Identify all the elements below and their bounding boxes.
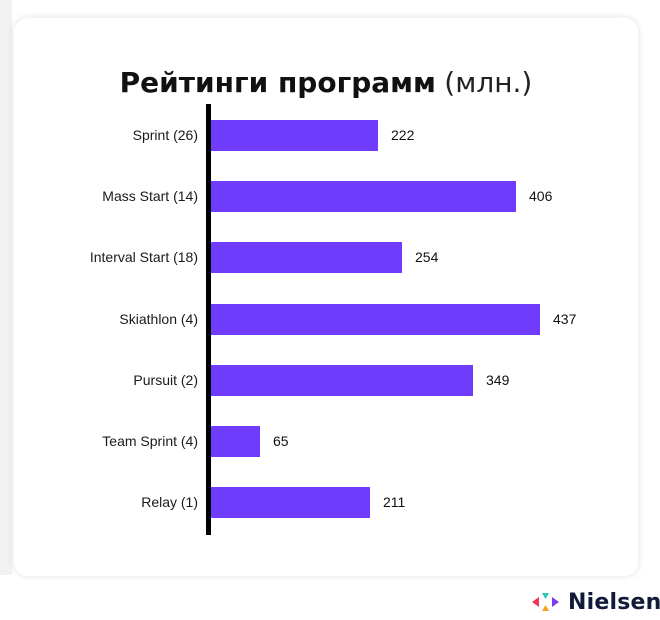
bar (211, 426, 260, 457)
bar (211, 120, 378, 151)
bar-row: Relay (1) 211 (0, 487, 660, 518)
y-axis-line (206, 104, 211, 535)
value-label: 65 (273, 433, 289, 449)
category-label: Sprint (26) (132, 127, 198, 143)
category-label: Team Sprint (4) (102, 433, 198, 449)
bar (211, 304, 540, 335)
bar (211, 181, 516, 212)
category-label: Mass Start (14) (102, 188, 198, 204)
category-label: Interval Start (18) (89, 249, 198, 265)
chart-title-unit: (млн.) (444, 66, 533, 99)
bar-row: Interval Start (18) 254 (0, 242, 660, 273)
bar-row: Sprint (26) 222 (0, 120, 660, 151)
bar-row: Team Sprint (4) 65 (0, 426, 660, 457)
nielsen-logo: Nielsen (532, 588, 660, 616)
value-label: 222 (391, 127, 415, 143)
value-label: 437 (553, 311, 577, 327)
bar-row: Skiathlon (4) 437 (0, 304, 660, 335)
value-label: 349 (486, 372, 510, 388)
value-label: 406 (529, 188, 553, 204)
bar (211, 487, 370, 518)
chart-title: Рейтинги программ (млн.) (14, 63, 638, 103)
category-label: Relay (1) (141, 494, 198, 510)
value-label: 254 (415, 249, 439, 265)
category-label: Skiathlon (4) (119, 311, 198, 327)
bar-row: Pursuit (2) 349 (0, 365, 660, 396)
background-strip (0, 0, 12, 575)
chart-card: Рейтинги программ (млн.) (14, 18, 638, 576)
bar (211, 365, 473, 396)
chart-title-main: Рейтинги программ (119, 66, 436, 99)
value-label: 211 (383, 494, 406, 510)
bar (211, 242, 402, 273)
nielsen-arrows-icon (532, 592, 562, 612)
category-label: Pursuit (2) (133, 372, 198, 388)
bar-row: Mass Start (14) 406 (0, 181, 660, 212)
brand-name: Nielsen (568, 589, 660, 615)
